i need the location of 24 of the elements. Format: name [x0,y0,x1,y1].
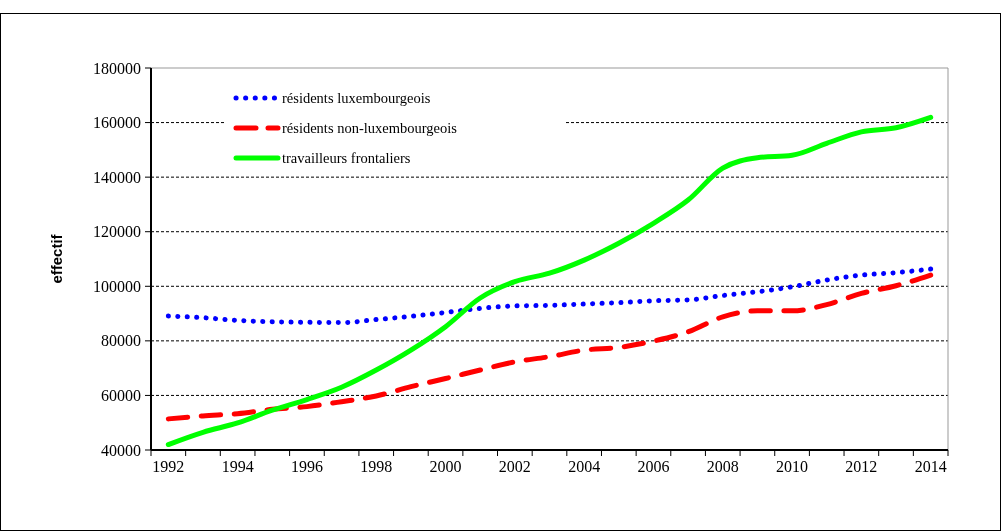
x-tick-label: 1992 [152,458,185,475]
x-tick-label: 2012 [845,458,878,475]
x-tick-label: 1994 [221,458,254,475]
y-tick-label: 40000 [101,441,141,459]
legend-label: travailleurs frontaliers [282,150,411,166]
y-tick-label: 160000 [93,114,141,132]
legend-label: résidents luxembourgeois [282,90,431,106]
x-tick-label: 1998 [360,458,393,475]
x-tick-label: 2004 [568,458,601,475]
y-axis-title: effectif [48,233,65,284]
y-tick-label: 120000 [93,223,141,241]
x-tick-label: 2008 [706,458,739,475]
x-tick-label: 2014 [914,458,947,475]
x-tick-label: 2002 [498,458,531,475]
y-tick-label: 100000 [93,277,141,295]
y-tick-label: 180000 [93,59,141,77]
y-tick-label: 80000 [101,332,141,350]
y-tick-label: 140000 [93,168,141,186]
x-tick-label: 1996 [290,458,323,475]
x-tick-label: 2006 [637,458,670,475]
x-tick-label: 2000 [429,458,462,475]
x-tick-label: 2010 [776,458,809,475]
y-tick-label: 60000 [101,387,141,405]
legend-label: résidents non-luxembourgeois [282,120,458,136]
